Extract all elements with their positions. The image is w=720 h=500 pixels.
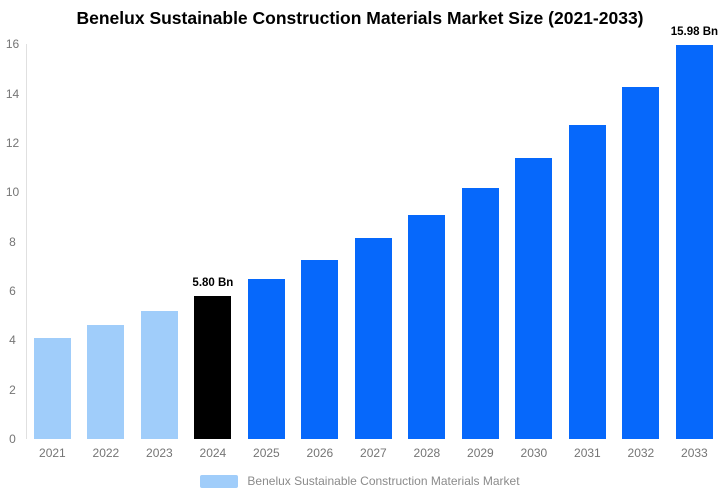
- bar-2031[interactable]: [568, 124, 606, 439]
- legend-swatch: [200, 474, 239, 488]
- x-tick-2033: 2033: [681, 446, 708, 460]
- bar-2023[interactable]: [140, 311, 178, 439]
- bar-2027[interactable]: [354, 238, 392, 439]
- bar-2024[interactable]: [194, 295, 232, 439]
- bar-2026[interactable]: [301, 259, 339, 439]
- x-tick-2031: 2031: [574, 446, 601, 460]
- y-tick-0: 0: [9, 432, 16, 446]
- y-tick-10: 10: [5, 185, 20, 200]
- x-tick-2029: 2029: [467, 446, 494, 460]
- x-tick-2021: 2021: [39, 446, 66, 460]
- legend[interactable]: Benelux Sustainable Construction Materia…: [0, 474, 720, 488]
- bar-2028[interactable]: [408, 214, 446, 439]
- bar-value-label-2024: 5.80 Bn: [192, 276, 234, 289]
- y-tick-2: 2: [9, 382, 16, 397]
- x-tick-2030: 2030: [520, 446, 548, 460]
- legend-label: Benelux Sustainable Construction Materia…: [247, 474, 520, 488]
- x-tick-2026: 2026: [306, 446, 334, 460]
- x-tick-2023: 2023: [146, 446, 173, 460]
- y-tick-12: 12: [5, 136, 20, 151]
- x-tick-2032: 2032: [627, 446, 655, 460]
- bar-2030[interactable]: [515, 157, 553, 439]
- bar-2033[interactable]: [675, 44, 713, 439]
- bar-2021[interactable]: [33, 337, 71, 439]
- x-tick-2028: 2028: [413, 446, 441, 460]
- y-tick-16: 16: [5, 37, 20, 52]
- y-tick-4: 4: [9, 333, 16, 348]
- y-tick-8: 8: [9, 234, 16, 249]
- bar-2022[interactable]: [87, 325, 125, 439]
- y-tick-6: 6: [9, 284, 16, 299]
- x-tick-2027: 2027: [360, 446, 387, 460]
- bar-2032[interactable]: [622, 87, 660, 439]
- x-tick-2024: 2024: [199, 446, 227, 460]
- bar-2029[interactable]: [461, 187, 499, 439]
- bar-2025[interactable]: [247, 278, 285, 439]
- x-tick-2025: 2025: [253, 446, 280, 460]
- bar-value-label-2033: 15.98 Bn: [670, 25, 719, 38]
- y-tick-14: 14: [5, 86, 20, 101]
- y-axis-line: [26, 44, 27, 439]
- chart-title: Benelux Sustainable Construction Materia…: [76, 8, 644, 28]
- x-tick-2022: 2022: [92, 446, 120, 460]
